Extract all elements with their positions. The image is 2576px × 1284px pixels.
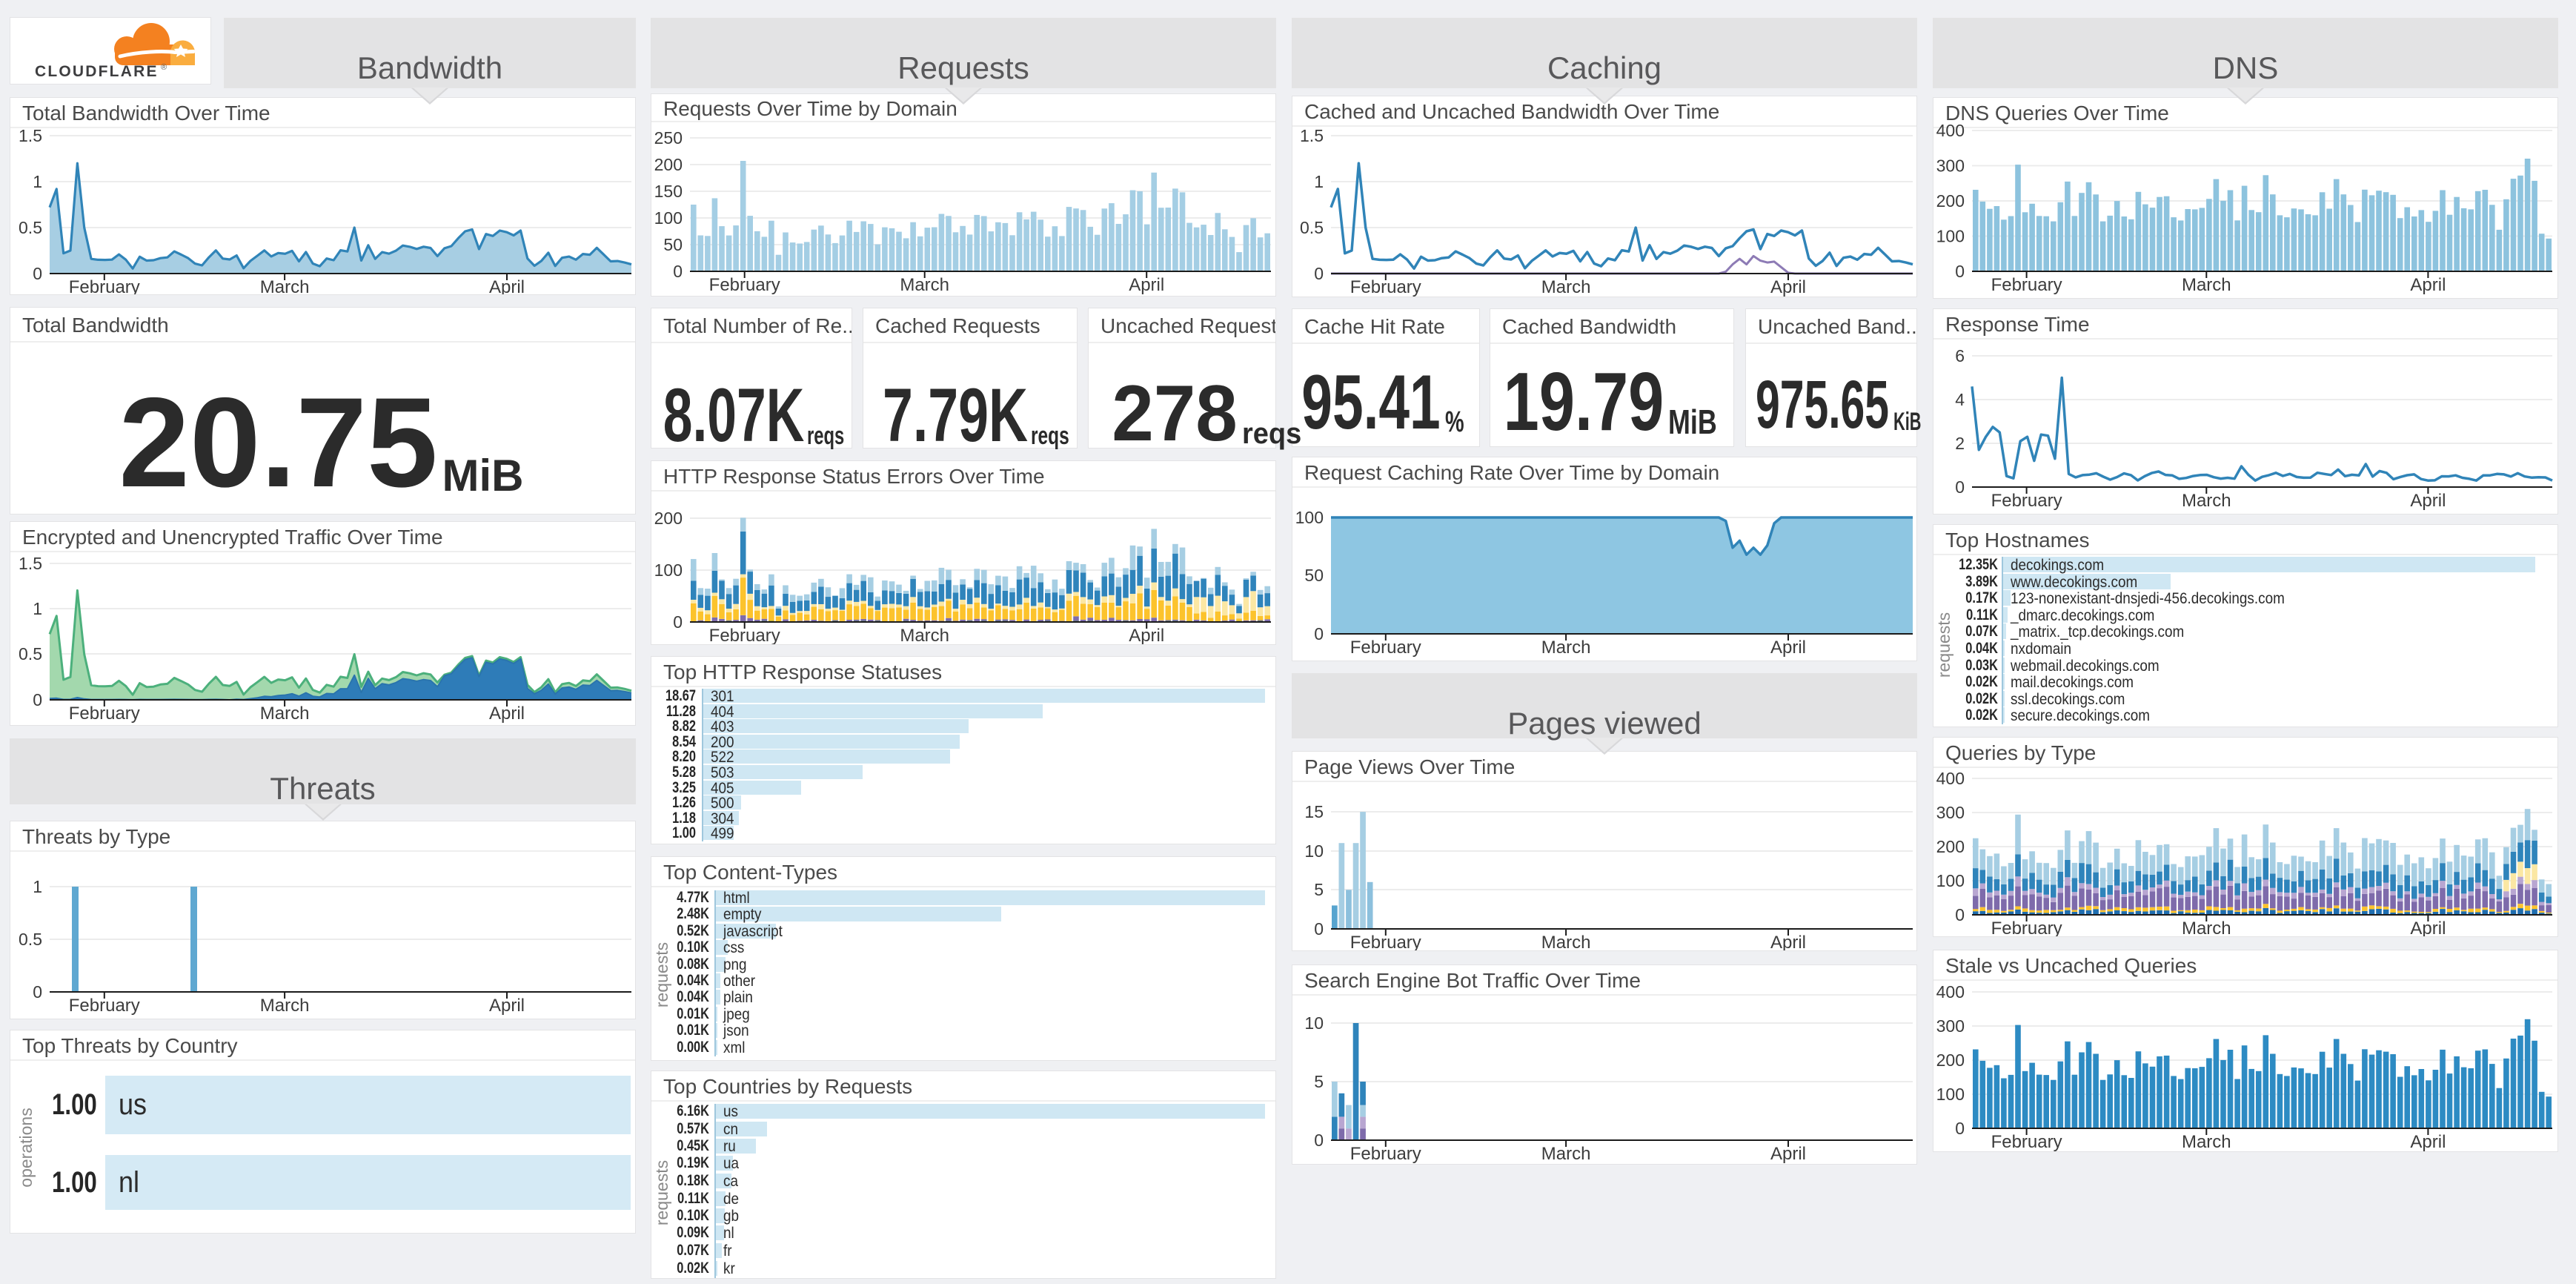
svg-text:0: 0 — [1314, 264, 1324, 283]
svg-text:2: 2 — [1955, 434, 1965, 453]
svg-text:100: 100 — [1936, 871, 1965, 890]
svg-text:0: 0 — [1314, 624, 1324, 643]
svg-text:March: March — [1541, 1144, 1591, 1164]
svg-text:February: February — [1991, 919, 2062, 936]
svg-text:February: February — [1350, 277, 1421, 297]
svg-text:0: 0 — [1955, 905, 1965, 924]
svg-text:200: 200 — [654, 155, 683, 174]
svg-text:0: 0 — [673, 612, 683, 632]
svg-text:100: 100 — [654, 208, 683, 228]
svg-text:0: 0 — [1955, 262, 1965, 281]
svg-text:April: April — [2410, 1132, 2446, 1151]
svg-text:March: March — [1541, 277, 1591, 297]
svg-text:April: April — [1129, 275, 1164, 295]
svg-text:February: February — [709, 626, 780, 644]
svg-text:March: March — [2182, 491, 2231, 511]
svg-text:February: February — [69, 704, 140, 724]
svg-text:March: March — [900, 275, 949, 295]
svg-text:100: 100 — [1936, 227, 1965, 246]
svg-text:March: March — [900, 626, 949, 644]
svg-text:April: April — [1129, 626, 1164, 644]
svg-text:February: February — [69, 277, 140, 294]
svg-text:5: 5 — [1314, 880, 1324, 899]
svg-text:50: 50 — [1304, 566, 1324, 585]
svg-text:6: 6 — [1955, 346, 1965, 365]
svg-text:April: April — [1770, 638, 1806, 658]
svg-text:1.5: 1.5 — [19, 126, 42, 145]
svg-text:February: February — [709, 275, 780, 295]
svg-text:February: February — [1350, 933, 1421, 950]
svg-text:10: 10 — [1304, 1013, 1324, 1033]
svg-text:February: February — [1350, 638, 1421, 658]
svg-text:CLOUDFLARE: CLOUDFLARE — [35, 63, 159, 80]
svg-text:250: 250 — [654, 128, 683, 148]
svg-text:1.5: 1.5 — [19, 554, 42, 573]
svg-text:0: 0 — [673, 262, 683, 281]
svg-text:200: 200 — [1936, 837, 1965, 856]
svg-text:March: March — [2182, 1132, 2231, 1151]
svg-text:April: April — [489, 996, 525, 1016]
svg-text:0: 0 — [1314, 919, 1324, 939]
svg-text:0.5: 0.5 — [19, 930, 42, 949]
svg-text:February: February — [1991, 1132, 2062, 1151]
svg-text:1: 1 — [33, 172, 42, 191]
svg-text:0.5: 0.5 — [1300, 218, 1324, 237]
svg-text:100: 100 — [1936, 1085, 1965, 1104]
svg-text:5: 5 — [1314, 1072, 1324, 1091]
svg-text:April: April — [1770, 277, 1806, 297]
svg-text:1: 1 — [1314, 172, 1324, 191]
svg-text:400: 400 — [1936, 121, 1965, 140]
svg-text:0: 0 — [1955, 1119, 1965, 1138]
svg-text:March: March — [260, 277, 310, 294]
svg-text:0: 0 — [33, 690, 42, 709]
svg-text:50: 50 — [663, 235, 683, 254]
svg-text:February: February — [1991, 275, 2062, 295]
svg-text:0.5: 0.5 — [19, 218, 42, 237]
svg-text:April: April — [489, 277, 525, 294]
svg-text:1.5: 1.5 — [1300, 126, 1324, 145]
svg-text:400: 400 — [1936, 769, 1965, 788]
svg-text:300: 300 — [1936, 156, 1965, 176]
svg-text:February: February — [1991, 491, 2062, 511]
svg-text:300: 300 — [1936, 803, 1965, 822]
svg-text:0.5: 0.5 — [19, 644, 42, 663]
svg-text:®: ® — [161, 63, 167, 72]
svg-text:200: 200 — [1936, 191, 1965, 211]
svg-text:200: 200 — [654, 509, 683, 528]
svg-text:100: 100 — [654, 560, 683, 580]
svg-text:April: April — [2410, 275, 2446, 295]
svg-text:4: 4 — [1955, 390, 1965, 409]
svg-text:0: 0 — [33, 982, 42, 1002]
svg-text:February: February — [69, 996, 140, 1016]
svg-text:February: February — [1350, 1144, 1421, 1164]
svg-text:March: March — [1541, 933, 1591, 950]
svg-text:March: March — [2182, 275, 2231, 295]
svg-text:150: 150 — [654, 182, 683, 201]
svg-text:15: 15 — [1304, 802, 1324, 821]
svg-text:1: 1 — [33, 877, 42, 896]
svg-text:March: March — [2182, 919, 2231, 936]
svg-text:March: March — [260, 704, 310, 724]
svg-text:April: April — [489, 704, 525, 724]
svg-text:0: 0 — [1955, 477, 1965, 497]
svg-text:400: 400 — [1936, 982, 1965, 1002]
svg-text:March: March — [260, 996, 310, 1016]
svg-text:April: April — [1770, 1144, 1806, 1164]
svg-text:April: April — [1770, 933, 1806, 950]
svg-text:April: April — [2410, 491, 2446, 511]
svg-text:April: April — [2410, 919, 2446, 936]
svg-text:1: 1 — [33, 599, 42, 618]
svg-text:0: 0 — [33, 264, 42, 283]
svg-text:100: 100 — [1295, 508, 1324, 527]
svg-text:10: 10 — [1304, 841, 1324, 861]
svg-text:200: 200 — [1936, 1050, 1965, 1070]
svg-text:300: 300 — [1936, 1016, 1965, 1036]
svg-text:0: 0 — [1314, 1131, 1324, 1150]
svg-text:March: March — [1541, 638, 1591, 658]
